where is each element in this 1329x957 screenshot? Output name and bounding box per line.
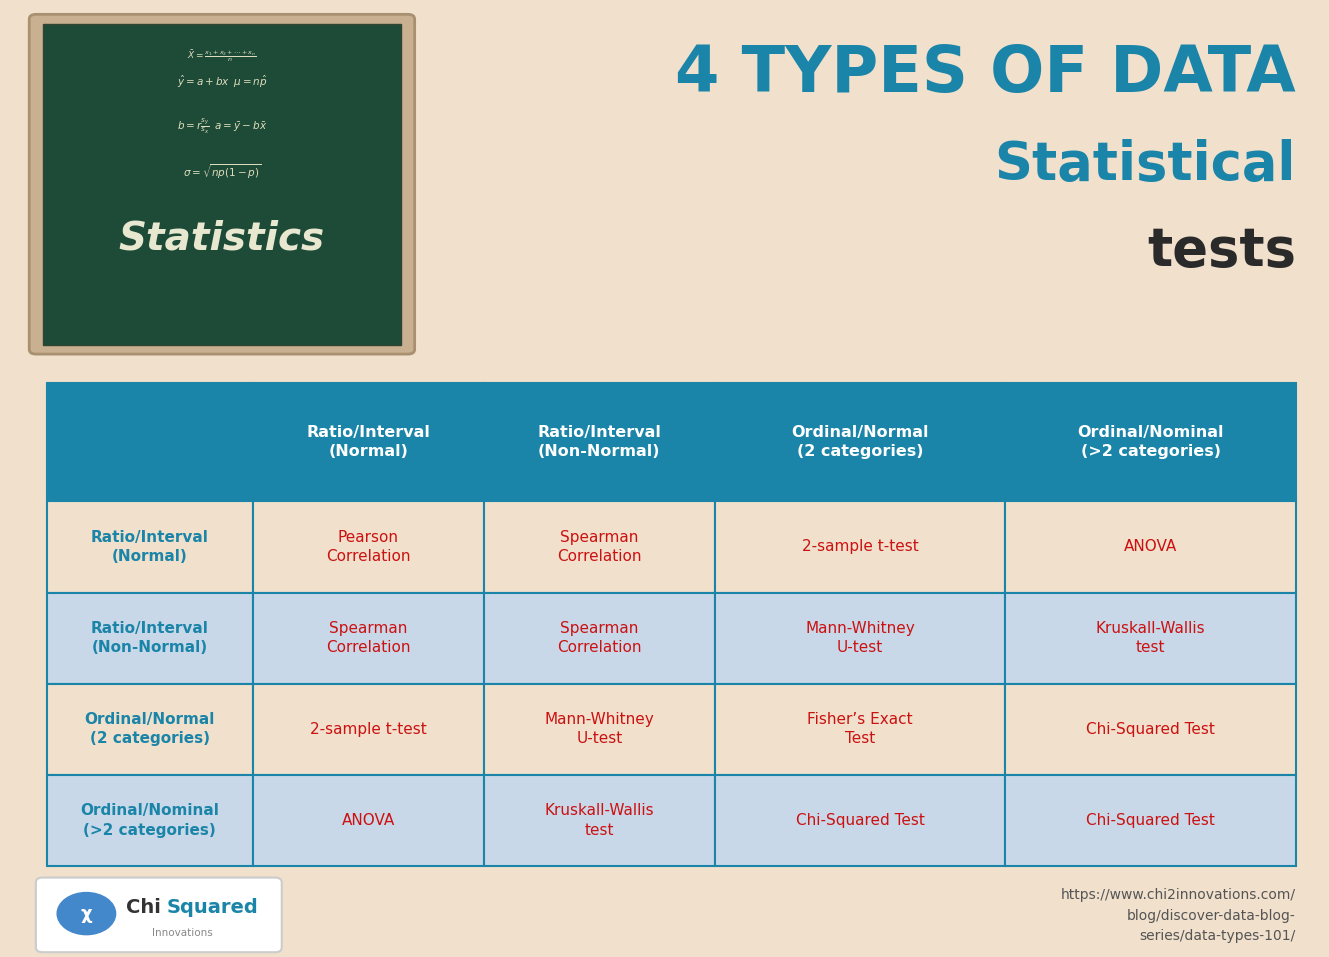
Text: Kruskall-Wallis
test: Kruskall-Wallis test: [545, 803, 654, 837]
Text: 2-sample t-test: 2-sample t-test: [310, 722, 427, 737]
Text: χ: χ: [81, 904, 92, 923]
Text: Spearman
Correlation: Spearman Correlation: [557, 530, 642, 564]
Text: Squared: Squared: [166, 898, 258, 917]
Text: Ratio/Interval
(Normal): Ratio/Interval (Normal): [306, 425, 431, 459]
Text: $\bar{X}=\frac{x_1+x_2+\cdots+x_n}{n}$: $\bar{X}=\frac{x_1+x_2+\cdots+x_n}{n}$: [187, 48, 256, 64]
Text: https://www.chi2innovations.com/
blog/discover-data-blog-
series/data-types-101/: https://www.chi2innovations.com/ blog/di…: [1061, 888, 1296, 944]
Text: Pearson
Correlation: Pearson Correlation: [326, 530, 411, 564]
Text: Kruskall-Wallis
test: Kruskall-Wallis test: [1095, 621, 1205, 656]
Text: Ratio/Interval
(Non-Normal): Ratio/Interval (Non-Normal): [537, 425, 662, 459]
Text: ANOVA: ANOVA: [1124, 540, 1177, 554]
Text: Ordinal/Nominal
(>2 categories): Ordinal/Nominal (>2 categories): [80, 803, 219, 837]
Text: Chi-Squared Test: Chi-Squared Test: [1086, 813, 1215, 828]
Text: Spearman
Correlation: Spearman Correlation: [557, 621, 642, 656]
Text: $\hat{y}=a+bx \;\; \mu=n\hat{p}$: $\hat{y}=a+bx \;\; \mu=n\hat{p}$: [177, 74, 267, 90]
Text: Chi-Squared Test: Chi-Squared Test: [1086, 722, 1215, 737]
Text: Statistics: Statistics: [118, 220, 326, 257]
Text: ANOVA: ANOVA: [342, 813, 395, 828]
Text: Ratio/Interval
(Non-Normal): Ratio/Interval (Non-Normal): [90, 621, 209, 656]
Text: Fisher’s Exact
Test: Fisher’s Exact Test: [807, 712, 913, 746]
Text: Innovations: Innovations: [152, 928, 213, 938]
Text: 2-sample t-test: 2-sample t-test: [801, 540, 918, 554]
Text: Ordinal/Normal
(2 categories): Ordinal/Normal (2 categories): [84, 712, 215, 746]
Text: Mann-Whitney
U-test: Mann-Whitney U-test: [545, 712, 654, 746]
Text: Ratio/Interval
(Normal): Ratio/Interval (Normal): [90, 530, 209, 564]
Text: Chi-Squared Test: Chi-Squared Test: [796, 813, 925, 828]
Text: Statistical: Statistical: [994, 139, 1296, 190]
Text: 4 TYPES OF DATA: 4 TYPES OF DATA: [675, 43, 1296, 105]
Text: Spearman
Correlation: Spearman Correlation: [326, 621, 411, 656]
Text: $\sigma=\sqrt{np(1-p)}$: $\sigma=\sqrt{np(1-p)}$: [182, 162, 262, 181]
Text: Ordinal/Nominal
(>2 categories): Ordinal/Nominal (>2 categories): [1078, 425, 1224, 459]
Text: tests: tests: [1147, 225, 1296, 277]
Text: $b=r\frac{s_y}{s_x}\;\; a=\bar{y}-b\bar{x}$: $b=r\frac{s_y}{s_x}\;\; a=\bar{y}-b\bar{…: [177, 117, 267, 136]
Text: Chi: Chi: [126, 898, 161, 917]
Text: Mann-Whitney
U-test: Mann-Whitney U-test: [805, 621, 914, 656]
Text: Ordinal/Normal
(2 categories): Ordinal/Normal (2 categories): [791, 425, 929, 459]
